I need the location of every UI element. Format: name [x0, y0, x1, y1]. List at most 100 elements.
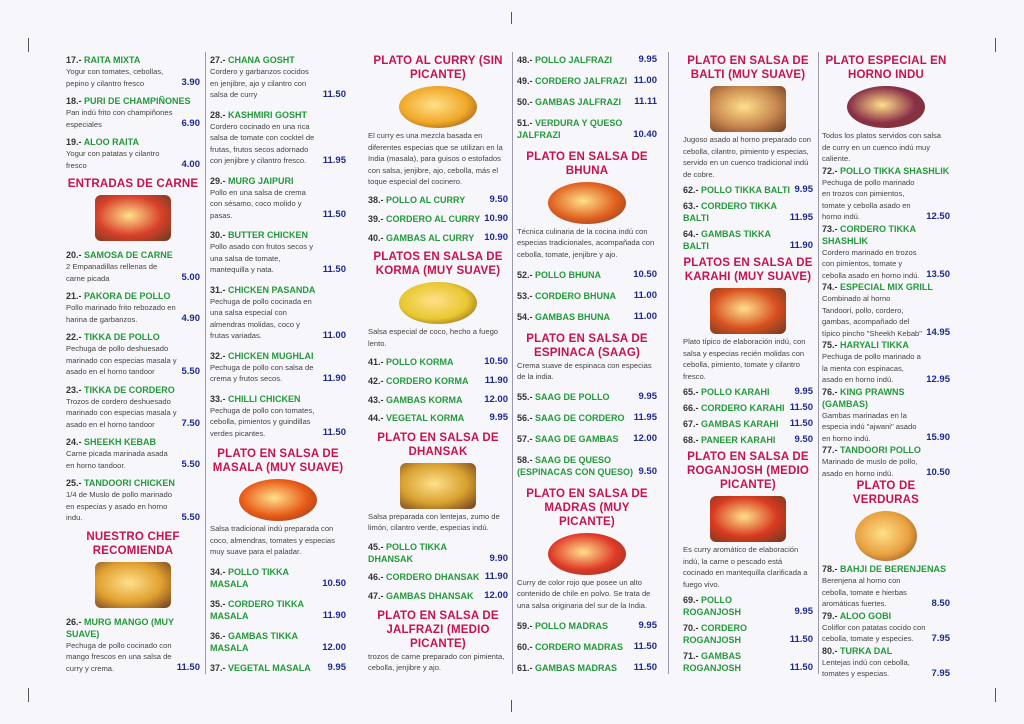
item-title: GAMBAS JALFRAZI [535, 96, 622, 107]
item-title: GAMBAS BHUNA [535, 311, 611, 322]
menu-section: PLATO EN SALSA DE MASALA (MUY SUAVE) Sals… [210, 447, 346, 558]
item-price: 11.50 [789, 634, 813, 645]
item-name: 32.- CHICKEN MUGHLAI [210, 350, 346, 362]
item-number: 80.- [822, 645, 838, 656]
item-detail-row: Pechuga de pollo con tomates, cebolla, p… [210, 405, 346, 440]
item-description: Gambas marinadas en la especia indú "ajw… [822, 410, 917, 443]
item-number: 74.- [822, 282, 838, 292]
item-number: 36.- [210, 630, 226, 641]
item-name: 26.- MURG MANGO (MUY SUAVE) [66, 616, 200, 640]
item-price: 8.50 [931, 597, 951, 609]
item-price: 11.90 [484, 571, 508, 583]
item-name: 22.- TIKKA DE POLLO [66, 331, 200, 343]
menu-item: 69.- POLLO ROGANJOSH 9.95 [683, 594, 813, 618]
item-price: 4.90 [181, 313, 201, 324]
item-number: 25.- [66, 478, 82, 488]
item-number: 40.- [368, 232, 384, 243]
item-description: Pechuga de pollo cocinado con mango fres… [66, 640, 172, 673]
item-description: Combinado al horno Tandoori, pollo, cord… [822, 294, 922, 338]
item-title: POLLO MADRAS [535, 621, 609, 632]
item-description: Pollo asado con frutos secos y una salsa… [210, 242, 313, 275]
section-description: Es curry aromático de elaboración indú, … [683, 545, 808, 589]
item-detail-row: Cordero marinado en trozos con pimientos… [822, 247, 950, 282]
item-title: POLLO AL CURRY [386, 195, 466, 206]
item-title: ESPECIAL MIX GRILL [840, 282, 933, 292]
item-name: 70.- CORDERO ROGANJOSH [683, 622, 786, 646]
item-row: 65.- POLLO KARAHI 9.95 [683, 386, 813, 398]
item-number: 35.- [210, 598, 226, 609]
item-number: 43.- [368, 394, 384, 405]
item-detail-row: Yogur con patatas y cilantro fresco 4.00 [66, 148, 200, 171]
menu-item: 36.- GAMBAS TIKKA MASALA 12.00 [210, 630, 346, 654]
item-price: 14.95 [926, 327, 950, 338]
item-number: 61.- [517, 663, 533, 673]
item-row: 71.- GAMBAS ROGANJOSH 11.50 [683, 650, 813, 674]
item-row: 61.- GAMBAS MADRAS 11.50 [517, 662, 657, 674]
menu-section: PLATO EN SALSA DE ESPINACA (SAAG) Crema s… [517, 332, 657, 383]
item-price: 11.50 [789, 402, 813, 413]
item-row: 70.- CORDERO ROGANJOSH 11.50 [683, 622, 813, 646]
item-row: 51.- VERDURA Y QUESO JALFRAZI 10.40 [517, 117, 657, 141]
item-row: 58.- SAAG DE QUESO (ESPINACAS CON QUESO)… [517, 454, 657, 478]
item-title: TANDOORI CHICKEN [84, 478, 175, 488]
menu-item: 75.- HARYALI TIKKA Pechuga de pollo marin… [822, 339, 950, 386]
item-price: 11.95 [633, 412, 657, 424]
item-price: 11.50 [322, 209, 346, 221]
menu-item: 43.- GAMBAS KORMA 12.00 [368, 394, 508, 406]
item-price: 11.50 [322, 88, 346, 100]
item-row: 50.- GAMBAS JALFRAZI 11.11 [517, 96, 657, 108]
menu-item: 21.- PAKORA DE POLLO Pollo marinado frito… [66, 290, 200, 325]
item-price: 9.95 [794, 386, 814, 397]
menu-item: 19.- ALOO RAITA Yogur con patatas y cilan… [66, 136, 200, 171]
item-name: 53.- CORDERO BHUNA [517, 290, 630, 302]
item-price: 5.50 [181, 365, 201, 377]
item-number: 57.- [517, 434, 533, 445]
item-price: 9.95 [638, 620, 658, 632]
item-title: TANDOORI POLLO [840, 445, 921, 455]
item-description: Lentejas indú con cebolla, tomates y esp… [822, 657, 910, 679]
section-title: PLATO DE VERDURAS [852, 480, 920, 506]
item-row: 52.- POLLO BHUNA 10.50 [517, 269, 657, 281]
item-description: Trozos de cordero deshuesado marinado co… [66, 396, 177, 429]
item-number: 27.- [210, 55, 226, 65]
item-title: MURG MANGO (MUY SUAVE) [66, 616, 174, 639]
item-price: 10.90 [484, 231, 508, 243]
item-name: 42.- CORDERO KORMA [368, 375, 481, 387]
item-title: ALOO RAITA [83, 137, 140, 147]
item-detail-row: Pechuga de pollo deshuesado marinado con… [66, 343, 200, 378]
item-number: 31.- [210, 284, 226, 295]
item-title: PAKORA DE POLLO [84, 291, 171, 301]
item-number: 39.- [368, 213, 384, 224]
menu-item: 51.- VERDURA Y QUESO JALFRAZI 10.40 [517, 117, 657, 141]
item-detail-row: Trozos de cordero deshuesado marinado co… [66, 396, 200, 431]
menu-item: 44.- VEGETAL KORMA 9.95 [368, 412, 508, 424]
item-number: 42.- [368, 375, 384, 386]
menu-column: PLATO EN SALSA DE BALTI (MUY SUAVE) Jugos… [683, 54, 813, 674]
item-price: 4.00 [181, 159, 201, 170]
section-description: Salsa especial de coco, hecho a fuego le… [368, 327, 499, 348]
crop-mark [995, 688, 996, 702]
item-number: 33.- [210, 393, 226, 404]
item-number: 63.- [683, 201, 699, 211]
item-row: 35.- CORDERO TIKKA MASALA 11.90 [210, 598, 346, 622]
item-number: 66.- [683, 403, 699, 413]
menu-section: PLATO ESPECIAL EN HORNO INDU Todos los pl… [822, 54, 950, 165]
menu-item: 71.- GAMBAS ROGANJOSH 11.50 [683, 650, 813, 674]
item-title: SAAG DE GAMBAS [535, 434, 619, 445]
menu-item: 70.- CORDERO ROGANJOSH 11.50 [683, 622, 813, 646]
menu-item: 48.- POLLO JALFRAZI 9.95 [517, 54, 657, 66]
menu-item: 78.- BAHJI DE BERENJENAS Berenjena al hor… [822, 563, 950, 610]
item-name: 34.- POLLO TIKKA MASALA [210, 566, 318, 590]
item-row: 43.- GAMBAS KORMA 12.00 [368, 394, 508, 406]
item-price: 11.50 [789, 418, 813, 429]
menu-item: 52.- POLLO BHUNA 10.50 [517, 269, 657, 281]
item-price: 11.00 [633, 74, 657, 86]
item-row: 44.- VEGETAL KORMA 9.95 [368, 412, 508, 424]
menu-item: 56.- SAAG DE CORDERO 11.95 [517, 412, 657, 424]
menu-item: 49.- CORDERO JALFRAZI 11.00 [517, 75, 657, 87]
item-name: 80.- TURKA DAL [822, 645, 950, 657]
section-title: NUESTRO CHEF RECOMIENDA [86, 530, 180, 557]
menu-item: 33.- CHILLI CHICKEN Pechuga de pollo con … [210, 393, 346, 440]
item-name: 66.- CORDERO KARAHI [683, 402, 786, 414]
item-title: PANEER KARAHI [701, 435, 776, 445]
